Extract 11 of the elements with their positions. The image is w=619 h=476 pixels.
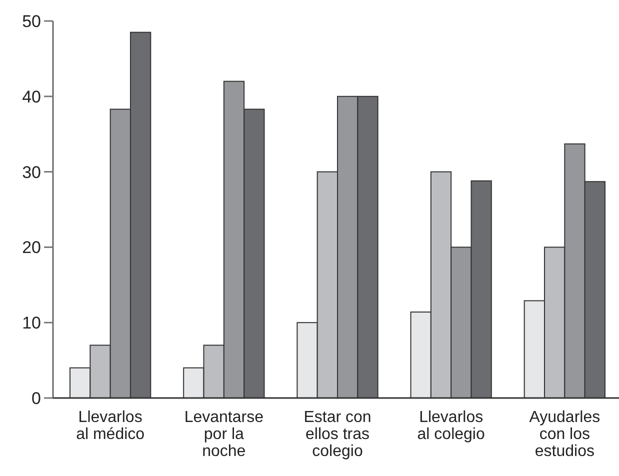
y-tick-label: 0 — [32, 388, 41, 408]
x-tick-label: Estar con ellos tras colegio — [304, 409, 372, 460]
x-tick-label: Levantarse por la noche — [184, 409, 264, 460]
x-tick-label: Llevarlos al colegio — [417, 409, 485, 443]
y-tick-label: 30 — [22, 162, 41, 182]
x-tick-label: Llevarlos al médico — [76, 409, 145, 443]
y-tick-label: 20 — [22, 238, 41, 258]
y-tick-label: 50 — [22, 12, 41, 31]
y-tick-label: 40 — [22, 87, 41, 106]
y-tick-label: 10 — [22, 314, 41, 333]
x-tick-label: Ayudarles con los estudios — [529, 409, 600, 460]
